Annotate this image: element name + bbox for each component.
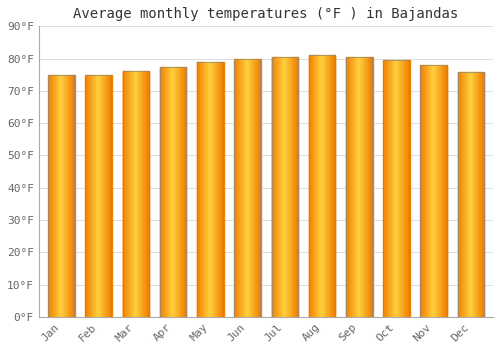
Bar bbox=[272, 57, 297, 317]
Bar bbox=[48, 75, 74, 317]
Bar bbox=[122, 71, 148, 317]
Bar bbox=[197, 62, 223, 317]
Bar bbox=[420, 65, 446, 317]
Bar bbox=[308, 55, 335, 317]
Bar bbox=[234, 58, 260, 317]
Bar bbox=[383, 60, 409, 317]
Title: Average monthly temperatures (°F ) in Bajandas: Average monthly temperatures (°F ) in Ba… bbox=[74, 7, 458, 21]
Bar bbox=[346, 57, 372, 317]
Bar bbox=[160, 66, 186, 317]
Bar bbox=[458, 72, 483, 317]
Bar bbox=[86, 75, 112, 317]
